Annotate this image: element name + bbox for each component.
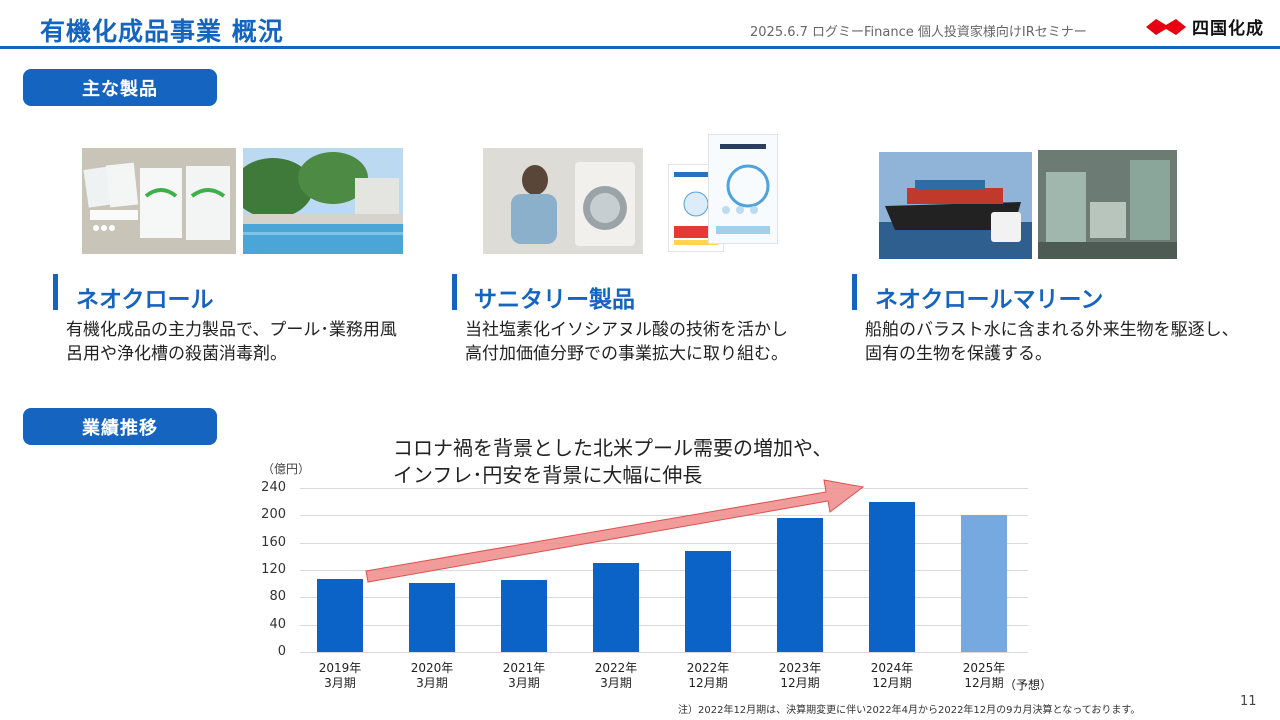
page-number: 11 bbox=[1240, 694, 1257, 709]
chart-gridline bbox=[300, 624, 1028, 626]
bar bbox=[685, 550, 731, 652]
footnote: 注）2022年12月期は、決算期変更に伴い2022年4月から2022年12月の9… bbox=[678, 705, 1141, 716]
bar bbox=[501, 579, 547, 652]
x-category-label: 2020年 3月期 bbox=[410, 661, 454, 690]
chart-gridline bbox=[300, 597, 1028, 599]
x-category-label: 2023年 12月期 bbox=[778, 661, 822, 690]
product-name-sanitary: サニタリー製品 bbox=[474, 287, 635, 313]
x-category-label: 2022年 12月期 bbox=[686, 661, 730, 690]
product-desc-neochlor: 有機化成品の主力製品で、プール･業務用風 呂用や浄化槽の殺菌消毒剤。 bbox=[66, 320, 397, 364]
neochlor-package-photo bbox=[82, 148, 236, 254]
y-tick-label: 120 bbox=[261, 562, 286, 577]
x-category-label: 2022年 3月期 bbox=[594, 661, 638, 690]
bar bbox=[869, 502, 915, 652]
product-accent-bar bbox=[852, 274, 857, 310]
bar bbox=[317, 578, 363, 652]
bar bbox=[777, 518, 823, 652]
container-ship-photo bbox=[879, 152, 1032, 259]
chart-gridline bbox=[300, 570, 1028, 571]
bar bbox=[409, 582, 455, 652]
chart-gridline bbox=[300, 488, 1028, 489]
x-category-label: 2019年 3月期 bbox=[318, 661, 362, 690]
company-logo: 四国化成 bbox=[1146, 14, 1264, 39]
product-accent-bar bbox=[452, 274, 457, 310]
y-tick-label: 200 bbox=[261, 507, 286, 523]
product-name-marine: ネオクロールマリーン bbox=[875, 287, 1104, 313]
bar bbox=[593, 563, 639, 652]
chart-gridline bbox=[300, 542, 1028, 544]
title-underline bbox=[0, 46, 1280, 49]
logo-text: 四国化成 bbox=[1192, 19, 1264, 39]
forecast-label: （予想） bbox=[1004, 678, 1053, 692]
logo-mark-icon bbox=[1146, 18, 1186, 35]
y-tick-label: 40 bbox=[269, 616, 286, 632]
ballast-equipment-photo bbox=[1038, 150, 1177, 259]
x-category-label: 2021年 3月期 bbox=[502, 661, 546, 690]
chart-unit-label: （億円） bbox=[262, 462, 311, 476]
product-desc-sanitary: 当社塩素化イソシアヌル酸の技術を活かし 高付加価値分野での事業拡大に取り組む。 bbox=[465, 320, 788, 364]
section-label-products: 主な製品 bbox=[23, 69, 217, 106]
product-accent-bar bbox=[53, 274, 58, 310]
bar-forecast bbox=[961, 515, 1007, 652]
product-desc-marine: 船舶のバラスト水に含まれる外来生物を駆逐し、 固有の生物を保護する。 bbox=[865, 320, 1239, 364]
section-label-performance: 業績推移 bbox=[23, 408, 217, 445]
event-caption: 2025.6.7 ログミーFinance 個人投資家様向けIRセミナー bbox=[750, 25, 1087, 40]
x-category-label: 2024年 12月期 bbox=[870, 661, 914, 690]
page-title: 有機化成品事業 概況 bbox=[40, 17, 284, 46]
product-name-neochlor: ネオクロール bbox=[76, 287, 214, 313]
washmania-leaflet-back bbox=[708, 134, 778, 244]
y-tick-label: 0 bbox=[277, 644, 286, 659]
laundry-photo bbox=[483, 148, 643, 254]
chart-callout: コロナ禍を背景とした北米プール需要の増加や、 インフレ･円安を背景に大幅に伸長 bbox=[393, 436, 833, 487]
chart-gridline bbox=[300, 515, 1028, 517]
y-tick-label: 80 bbox=[269, 589, 286, 605]
y-tick-label: 160 bbox=[261, 534, 286, 550]
chart-gridline bbox=[300, 652, 1028, 653]
x-category-label: 2025年 12月期 bbox=[962, 661, 1006, 690]
pool-photo bbox=[243, 148, 403, 254]
y-tick-label: 240 bbox=[261, 480, 286, 495]
